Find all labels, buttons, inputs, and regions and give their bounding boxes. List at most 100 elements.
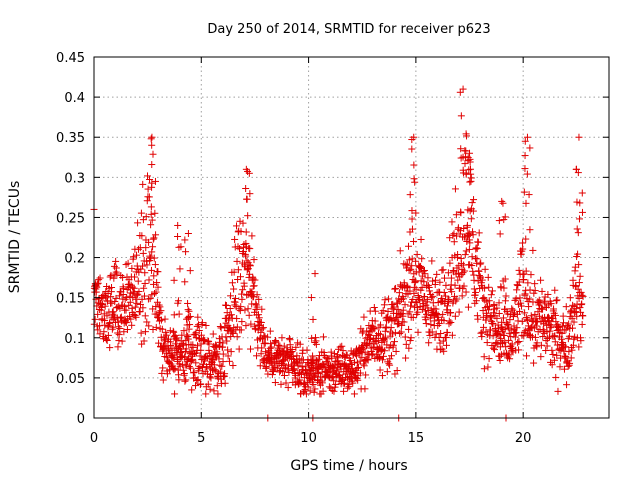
x-axis-label: GPS time / hours [290, 458, 407, 474]
data-point [108, 299, 116, 307]
data-point [469, 267, 477, 275]
data-point [318, 379, 326, 387]
data-point [380, 337, 388, 345]
data-point [553, 296, 561, 304]
data-point [487, 291, 495, 299]
data-point [248, 288, 256, 296]
data-point [183, 357, 191, 365]
data-point [309, 315, 317, 323]
data-point [233, 333, 241, 341]
data-point [113, 270, 121, 278]
data-point [223, 337, 231, 345]
data-point [184, 306, 192, 314]
data-point [230, 268, 238, 276]
data-point [472, 288, 480, 296]
data-point [243, 257, 251, 265]
data-point [551, 311, 559, 319]
data-point [188, 386, 196, 394]
data-point [109, 323, 117, 331]
data-point [205, 340, 213, 348]
chart-title: Day 250 of 2014, SRMTID for receiver p62… [207, 22, 490, 37]
grid [94, 57, 609, 418]
data-point [480, 323, 488, 331]
data-point [410, 175, 418, 183]
data-point [232, 294, 240, 302]
data-point [396, 247, 404, 255]
data-point [227, 292, 235, 300]
data-point [119, 291, 127, 299]
y-tick-label: 0.35 [56, 131, 85, 146]
data-point [376, 330, 384, 338]
data-point [443, 329, 451, 337]
data-point [163, 331, 171, 339]
data-point [234, 266, 242, 274]
data-point [120, 285, 128, 293]
data-points [90, 85, 587, 422]
data-point [440, 317, 448, 325]
data-point [380, 301, 388, 309]
data-point [468, 262, 476, 270]
data-point [259, 324, 267, 332]
data-point [544, 290, 552, 298]
data-point [198, 319, 206, 327]
data-point [130, 253, 138, 261]
data-point [530, 359, 538, 367]
data-point [150, 234, 158, 242]
data-point [495, 299, 503, 307]
data-point [209, 356, 217, 364]
data-point [386, 355, 394, 363]
data-point [148, 183, 156, 191]
data-point [518, 302, 526, 310]
data-point [465, 245, 473, 253]
data-point [449, 266, 457, 274]
data-point [516, 307, 524, 315]
data-point [235, 345, 243, 353]
data-point [303, 346, 311, 354]
data-point [574, 229, 582, 237]
data-point [140, 337, 148, 345]
data-point [527, 271, 535, 279]
data-point [451, 281, 459, 289]
data-point [181, 278, 189, 286]
data-point [106, 344, 114, 352]
data-point [538, 287, 546, 295]
data-point [253, 352, 261, 360]
data-point [183, 331, 191, 339]
data-point [144, 172, 152, 180]
data-point [551, 286, 559, 294]
data-point [508, 305, 516, 313]
x-tick-label: 5 [197, 431, 205, 446]
x-tick-label: 10 [300, 431, 317, 446]
data-point [371, 325, 379, 333]
data-point [351, 358, 359, 366]
data-point [176, 265, 184, 273]
data-point [180, 370, 188, 378]
data-point [278, 334, 286, 342]
data-point [236, 245, 244, 253]
data-point [524, 279, 532, 287]
data-point [332, 380, 340, 388]
data-point [245, 169, 253, 177]
data-point [516, 294, 524, 302]
data-point [148, 216, 156, 224]
data-point [319, 387, 327, 395]
data-point [142, 213, 150, 221]
data-point [192, 359, 200, 367]
data-point [179, 366, 187, 374]
data-point [470, 285, 478, 293]
data-point [428, 294, 436, 302]
data-point [431, 276, 439, 284]
data-point [129, 294, 137, 302]
data-point [216, 323, 224, 331]
data-point [519, 245, 527, 253]
data-point [470, 276, 478, 284]
data-point [349, 379, 357, 387]
data-point [195, 367, 203, 375]
data-point [550, 305, 558, 313]
data-point [221, 370, 229, 378]
data-point [467, 215, 475, 223]
data-point [292, 343, 300, 351]
data-point [500, 331, 508, 339]
data-point [262, 364, 270, 372]
data-point [233, 257, 241, 265]
